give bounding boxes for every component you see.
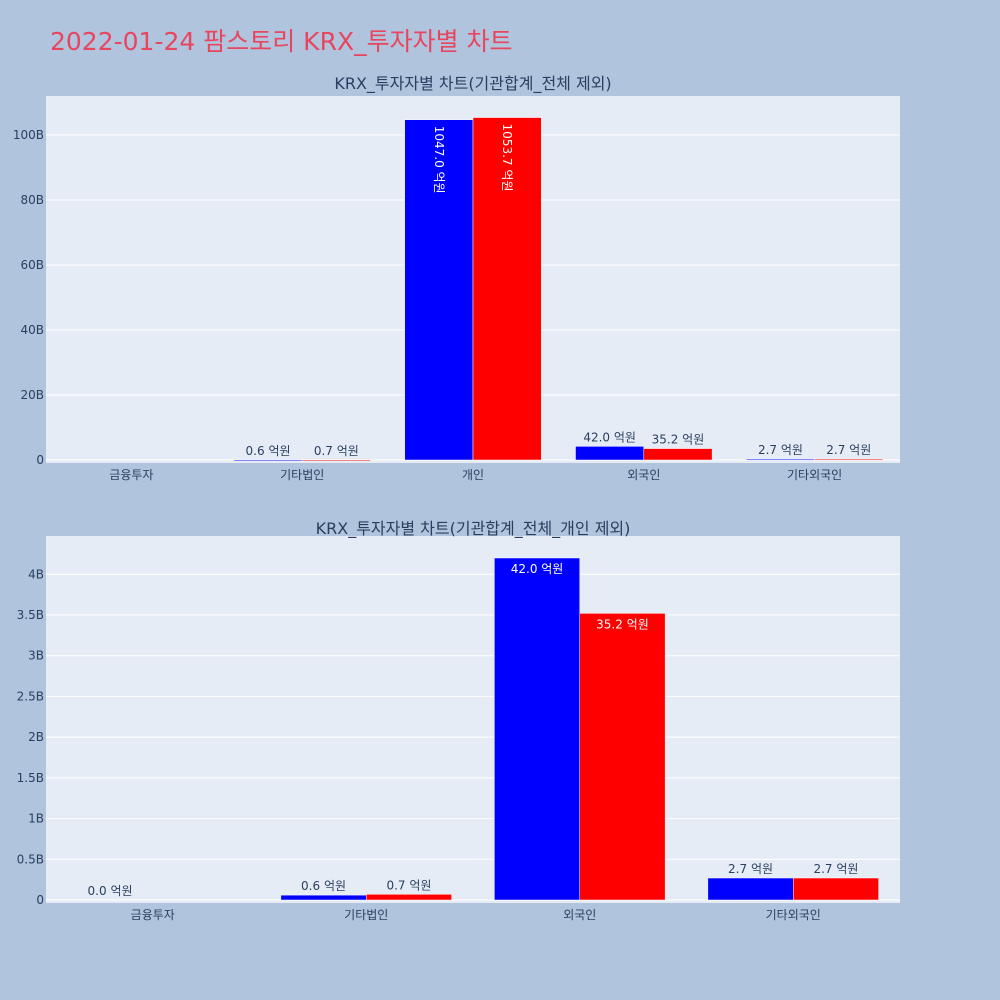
x-tick-label: 기타외국인 [787, 468, 842, 482]
bar-data-label: 0.7 억원 [386, 878, 431, 892]
bar [280, 894, 367, 901]
bar [793, 877, 879, 901]
bar-data-label: 42.0 억원 [583, 430, 636, 444]
bar [707, 877, 794, 901]
bar [366, 894, 452, 901]
bar [814, 458, 884, 461]
chart-investor-without-individual: KRX_투자자별 차트(기관합계_전체_개인 제외) 0 0.5B 1B 1.5B 2B 2… [17, 519, 900, 922]
bar-data-label: 0.7 억원 [314, 444, 359, 458]
y-tick-label: 1.5B [17, 771, 44, 785]
bar-data-label: 2.7 억원 [826, 443, 871, 457]
bar-data-label: 2.7 억원 [813, 862, 858, 876]
bar-data-label: 2.7 억원 [728, 862, 773, 876]
y-tick-label: 3.5B [17, 608, 44, 622]
x-tick-label: 개인 [462, 468, 484, 482]
x-tick-label: 외국인 [563, 908, 596, 922]
x-tick-label: 기타법인 [344, 908, 388, 922]
bar-data-label: 0.0 억원 [88, 884, 133, 898]
bar [472, 117, 542, 461]
x-tick-label: 기타외국인 [766, 908, 821, 922]
subplot-title: KRX_투자자별 차트(기관합계_전체_개인 제외) [316, 519, 631, 539]
x-tick-label: 외국인 [627, 468, 660, 482]
y-tick-label: 0 [36, 893, 44, 907]
bar [579, 613, 666, 901]
bar [494, 557, 581, 901]
x-tick-label: 금융투자 [109, 468, 153, 482]
y-tick-label: 0 [36, 453, 44, 467]
x-tick-label: 금융투자 [131, 908, 175, 922]
y-tick-label: 60B [20, 258, 44, 272]
chart-investor-with-individual: KRX_투자자별 차트(기관합계_전체 제외) 0 20B 40B 60B 80B 100B… [13, 74, 900, 482]
y-tick-label: 2.5B [17, 689, 44, 703]
bar-data-label: 35.2 억원 [596, 617, 649, 631]
y-tick-label: 3B [28, 649, 44, 663]
y-tick-label: 20B [20, 388, 44, 402]
bar-data-label: 1053.7 억원 [500, 124, 514, 192]
bar [746, 458, 815, 461]
bar-data-label: 42.0 억원 [511, 562, 564, 576]
y-tick-label: 1B [28, 812, 44, 826]
bar [233, 459, 303, 462]
y-tick-label: 40B [20, 323, 44, 337]
bar [575, 446, 645, 461]
bar-data-label: 0.6 억원 [301, 879, 346, 893]
bar-data-label: 1047.0 억원 [432, 126, 446, 194]
plot-area [46, 536, 900, 903]
y-tick-label: 0.5B [17, 852, 44, 866]
bar-data-label: 0.6 억원 [246, 444, 291, 458]
bar-data-label: 35.2 억원 [652, 433, 705, 447]
page-title: 2022-01-24 팜스토리 KRX_투자자별 차트 [50, 27, 513, 56]
bar [301, 459, 371, 462]
subplot-title: KRX_투자자별 차트(기관합계_전체 제외) [334, 74, 611, 94]
y-tick-label: 4B [28, 567, 44, 581]
y-tick-label: 2B [28, 730, 44, 744]
bar-data-label: 2.7 억원 [758, 443, 803, 457]
y-tick-label: 80B [20, 193, 44, 207]
bar [643, 448, 713, 461]
y-tick-label: 100B [13, 128, 44, 142]
x-tick-label: 기타법인 [280, 468, 324, 482]
